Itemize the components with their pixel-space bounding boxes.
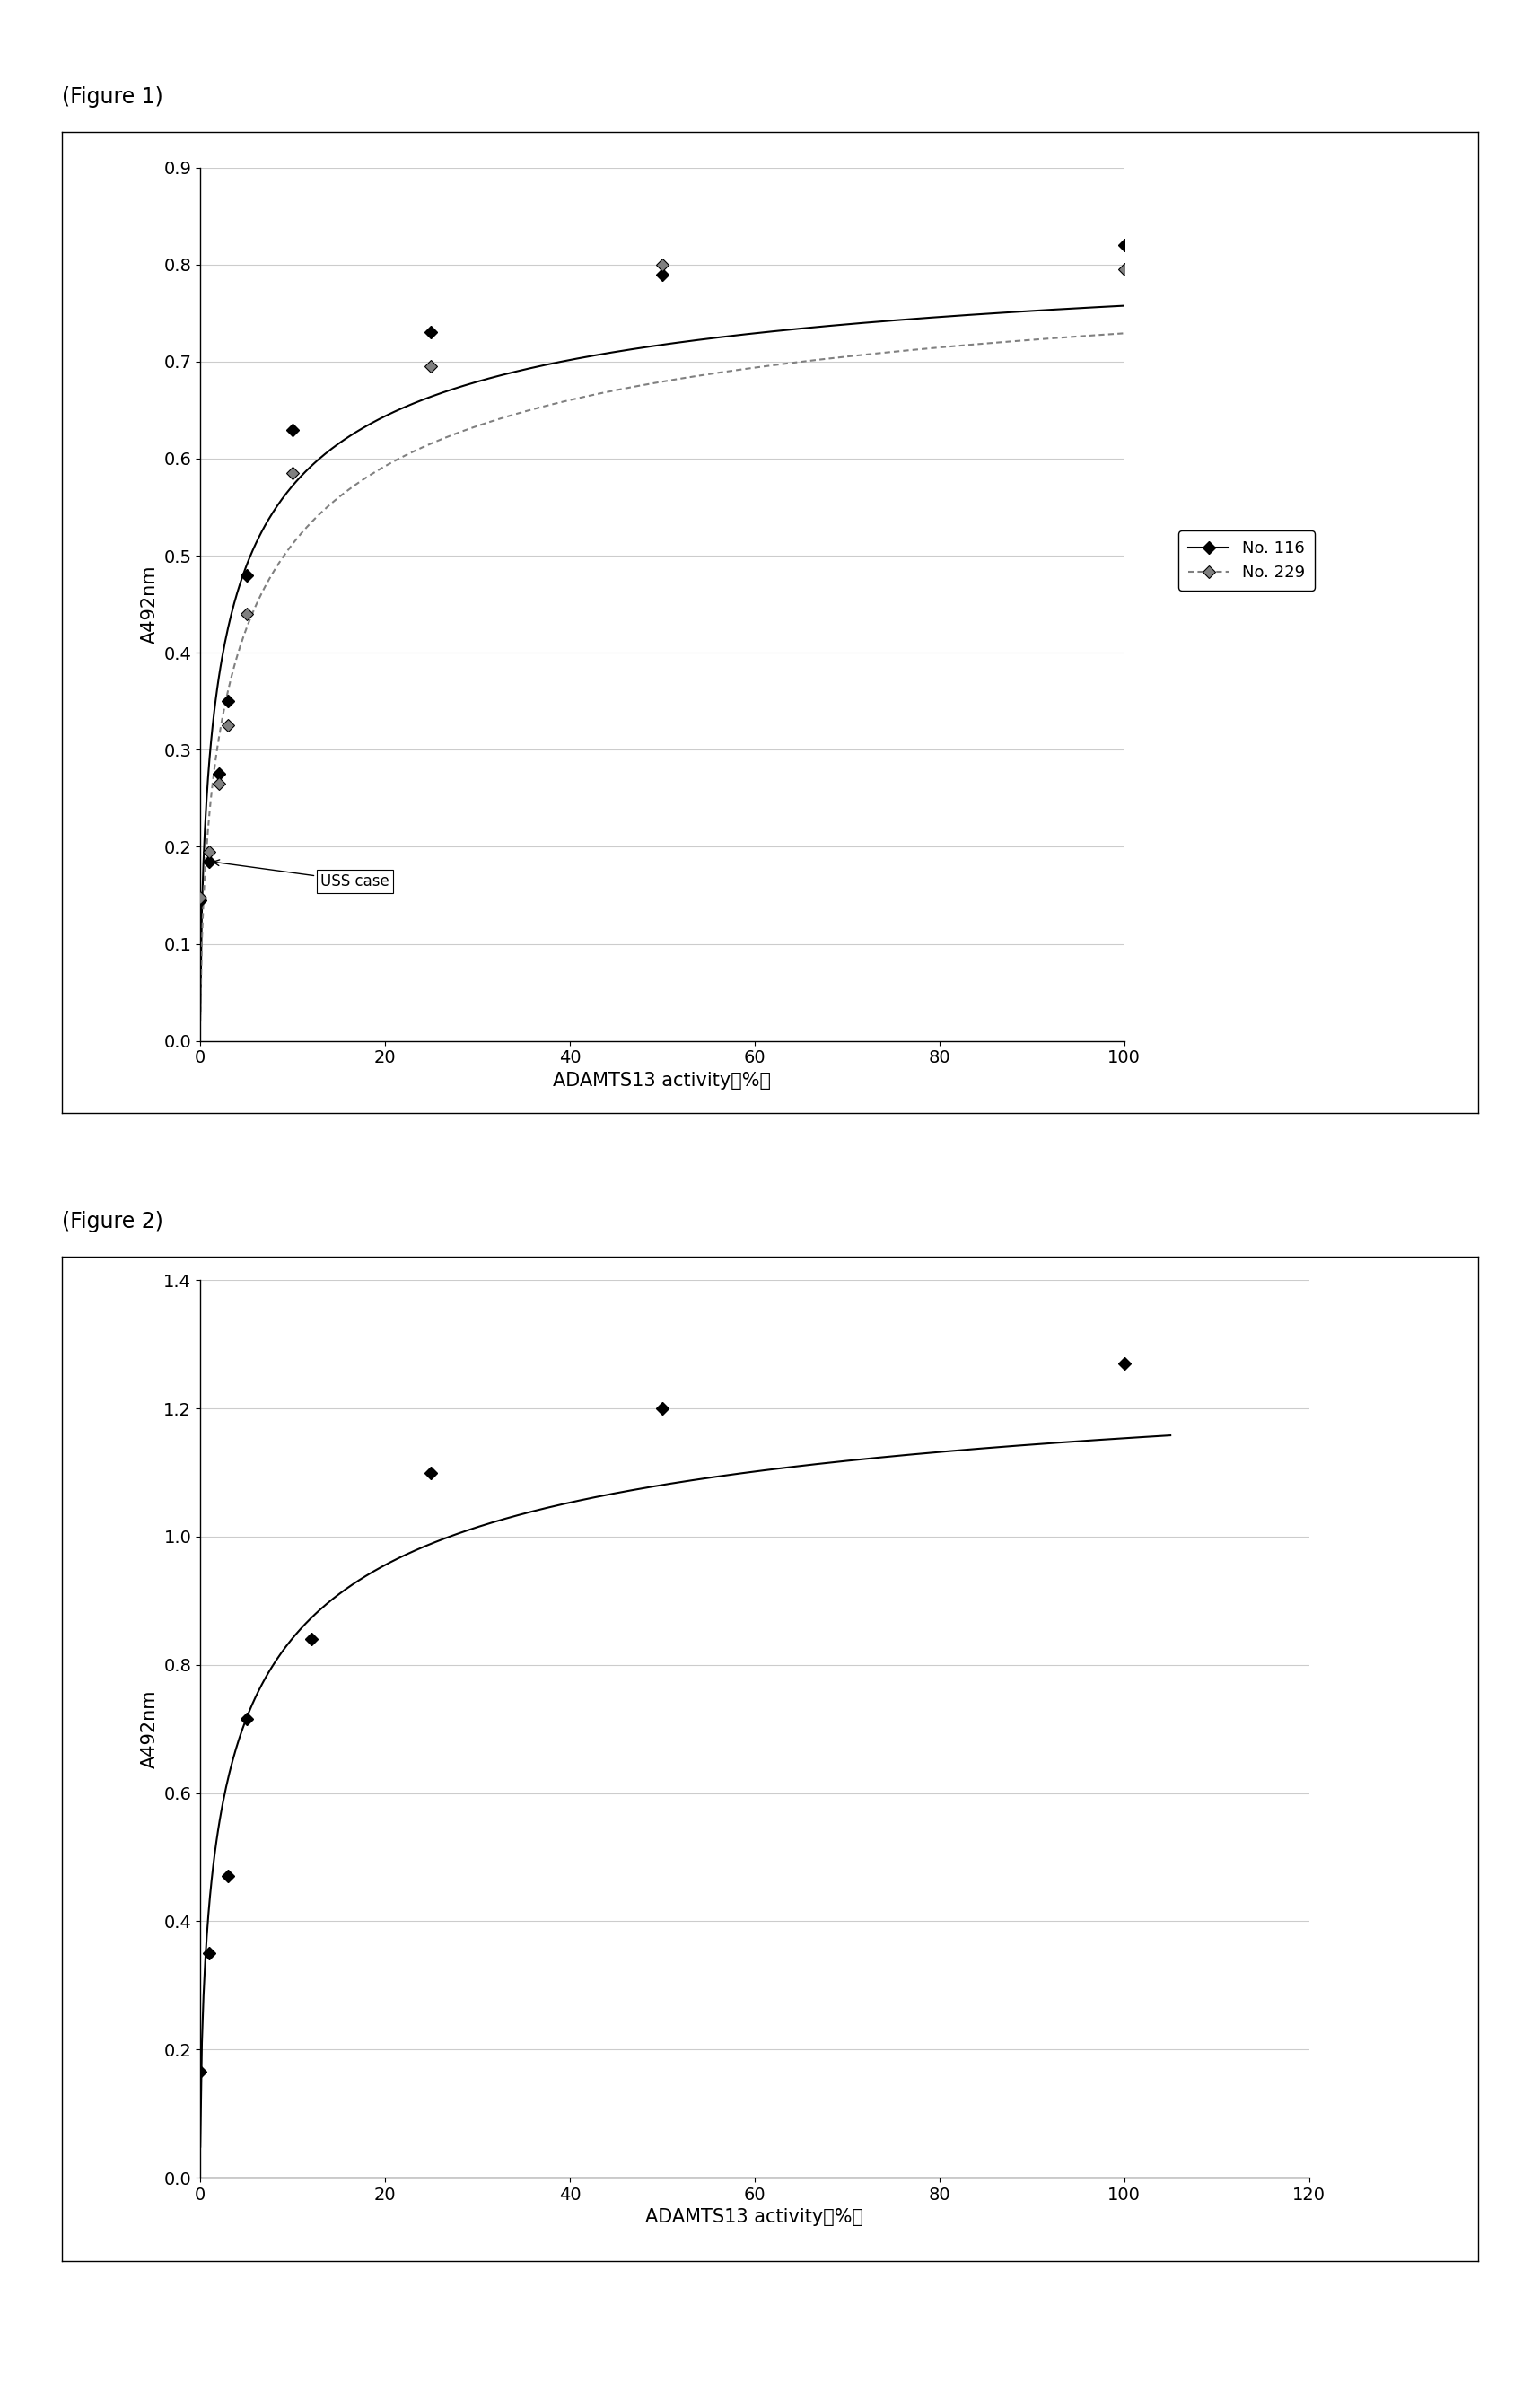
X-axis label: ADAMTS13 activity（%）: ADAMTS13 activity（%） (645, 2209, 864, 2225)
X-axis label: ADAMTS13 activity（%）: ADAMTS13 activity（%） (553, 1072, 772, 1089)
Y-axis label: A492nm: A492nm (140, 1689, 159, 1768)
Text: (Figure 1): (Figure 1) (62, 86, 163, 108)
Text: USS case: USS case (213, 859, 390, 890)
Legend: No. 116, No. 229: No. 116, No. 229 (1178, 531, 1314, 591)
Text: (Figure 2): (Figure 2) (62, 1211, 163, 1232)
Y-axis label: A492nm: A492nm (140, 565, 159, 644)
